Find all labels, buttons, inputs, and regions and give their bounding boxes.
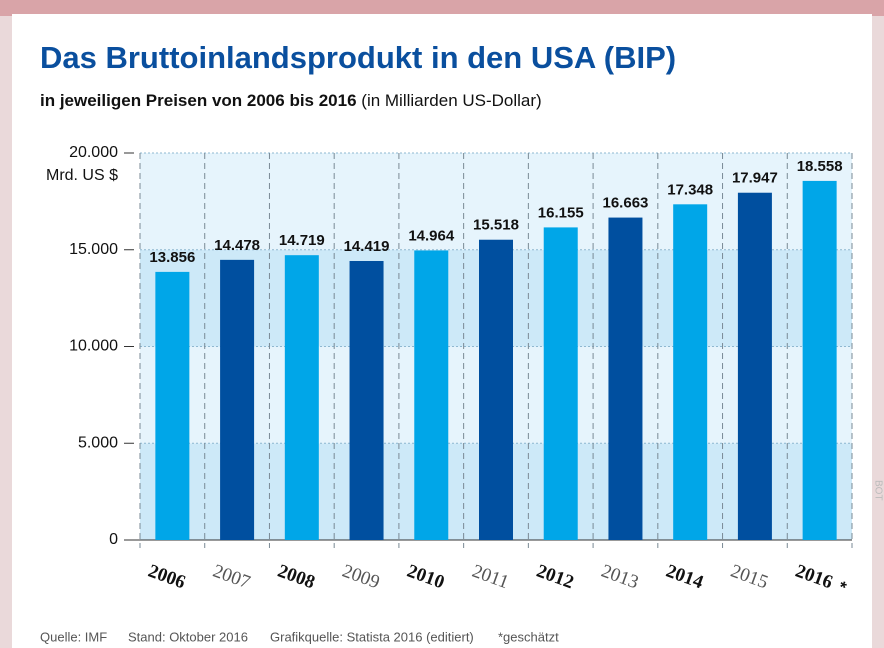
- value-label: 17.348: [667, 181, 713, 198]
- bar: [543, 227, 578, 540]
- value-label: 18.558: [797, 158, 843, 175]
- bar: [737, 192, 772, 540]
- subtitle-main: in jeweiligen Preisen von 2006 bis 2016: [40, 91, 357, 110]
- value-label: 17.947: [732, 170, 778, 187]
- flag-strip: [0, 0, 884, 16]
- y-tick-label: 5.000: [78, 434, 118, 451]
- bar: [479, 239, 513, 541]
- value-label: 14.419: [344, 238, 390, 255]
- chart-title: Das Bruttoinlandsprodukt in den USA (BIP…: [40, 40, 676, 75]
- bar: [349, 260, 384, 540]
- footer-text: Grafikquelle: Statista 2016 (editiert): [270, 629, 474, 644]
- bar: [414, 250, 449, 540]
- bar: [802, 180, 837, 540]
- subtitle-note: (in Milliarden US-Dollar): [361, 91, 541, 110]
- side-text: BOT: [872, 480, 883, 501]
- bar: [155, 271, 190, 540]
- footer-text: Stand: Oktober 2016: [128, 629, 248, 644]
- y-tick-label: 15.000: [69, 241, 118, 258]
- value-label: 16.663: [603, 195, 649, 212]
- value-label: 14.719: [279, 232, 325, 249]
- y-tick-label: 0: [109, 531, 118, 548]
- value-label: 15.518: [473, 217, 519, 234]
- footer-text: *geschätzt: [498, 629, 559, 644]
- bar: [608, 217, 643, 540]
- value-label: 14.478: [214, 237, 260, 254]
- bar: [673, 204, 708, 540]
- value-label: 13.856: [149, 249, 195, 266]
- bar: [284, 255, 319, 540]
- value-label: 16.155: [538, 204, 584, 221]
- value-label: 14.964: [408, 227, 455, 244]
- subtitle: in jeweiligen Preisen von 2006 bis 2016 …: [40, 91, 542, 110]
- y-tick-label: 20.000: [69, 144, 118, 161]
- y-tick-label: 10.000: [69, 338, 118, 355]
- footer-text: Quelle: IMF: [40, 629, 107, 644]
- bar: [220, 259, 255, 540]
- y-axis-label: Mrd. US $: [46, 167, 118, 184]
- grid-band: [140, 153, 852, 250]
